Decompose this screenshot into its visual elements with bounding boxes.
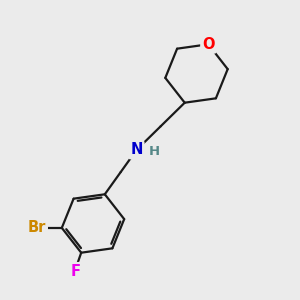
Text: F: F <box>71 264 81 279</box>
Text: O: O <box>202 37 214 52</box>
Text: N: N <box>130 142 143 158</box>
Text: Br: Br <box>28 220 46 236</box>
Text: H: H <box>148 145 160 158</box>
